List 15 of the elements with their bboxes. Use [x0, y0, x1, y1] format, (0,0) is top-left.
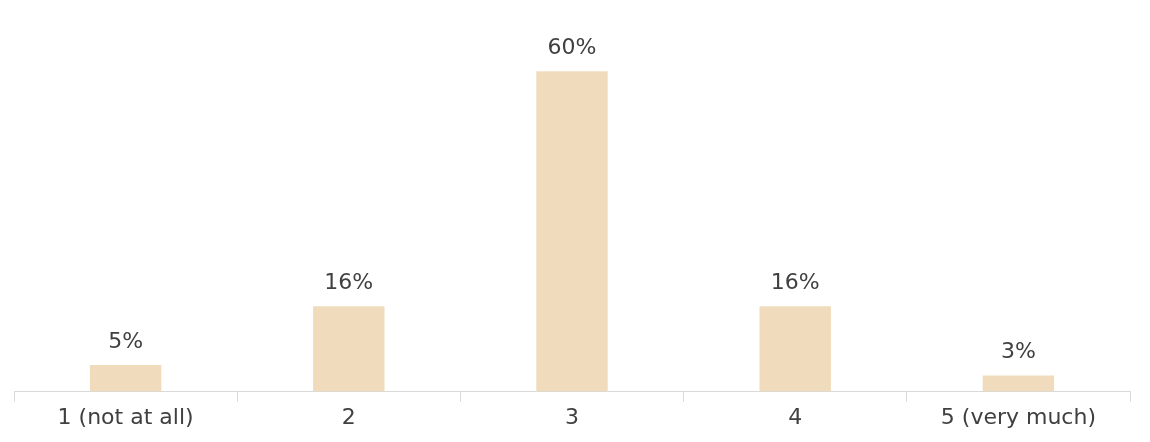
x-tick-label: 1 (not at all) — [57, 403, 194, 429]
x-tick-label: 3 — [565, 403, 579, 429]
x-tick-label: 2 — [341, 403, 356, 429]
x-tick-label: 5 (very much) — [940, 403, 1096, 429]
bar — [536, 71, 608, 392]
bar — [982, 375, 1055, 392]
data-label: 3% — [1000, 338, 1036, 364]
bar — [759, 306, 831, 392]
data-label: 16% — [324, 268, 374, 294]
bar — [313, 306, 385, 392]
data-label: 5% — [108, 327, 144, 353]
x-tick-label: 4 — [788, 403, 803, 429]
data-label: 60% — [547, 34, 597, 60]
bar — [89, 364, 162, 392]
data-label: 16% — [770, 268, 820, 294]
